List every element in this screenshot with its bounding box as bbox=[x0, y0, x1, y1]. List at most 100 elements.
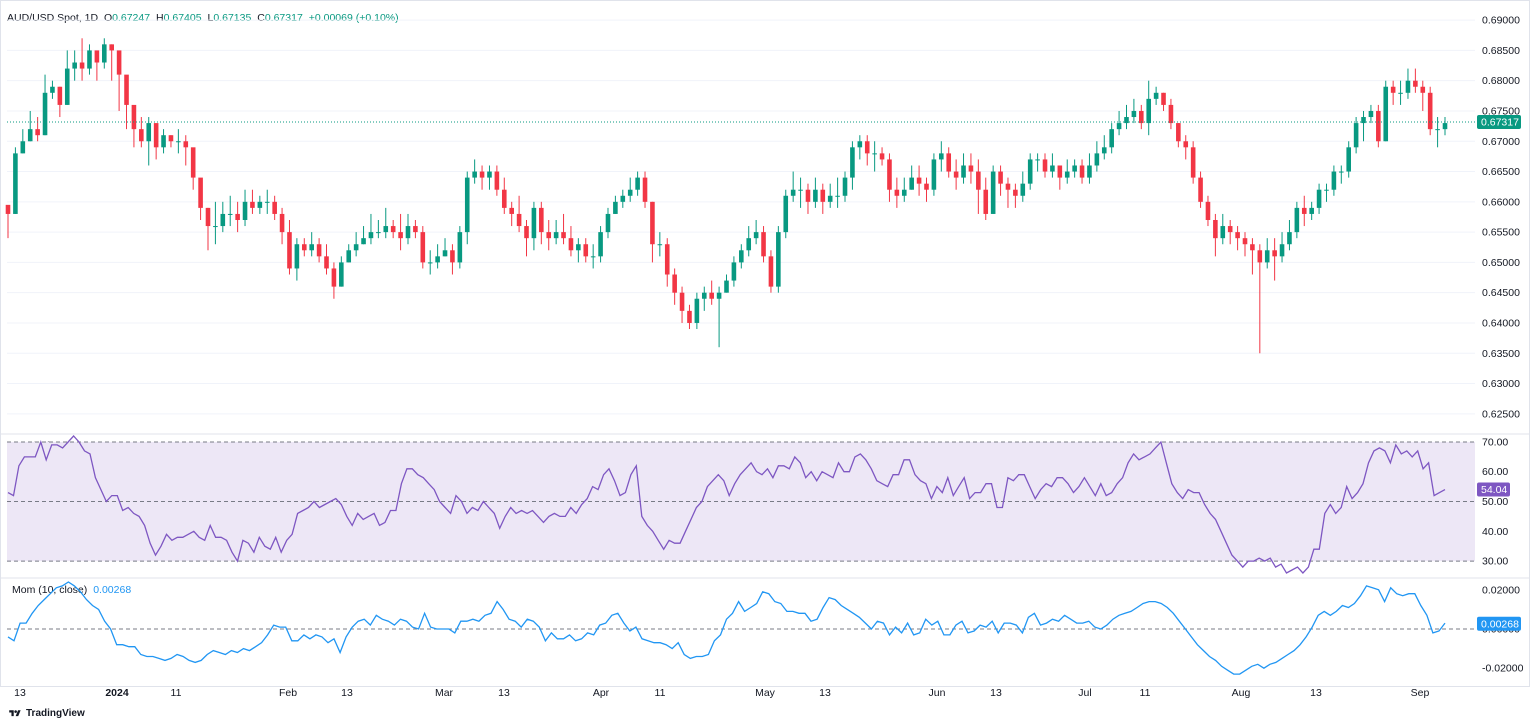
close-label: C bbox=[257, 12, 265, 24]
candle-body bbox=[1079, 165, 1085, 178]
candle-body bbox=[1390, 86, 1396, 93]
candle-body bbox=[131, 104, 137, 130]
candle-body bbox=[894, 189, 900, 196]
candle-body bbox=[1064, 171, 1070, 178]
candle-body bbox=[1346, 147, 1352, 172]
x-axis-tick: 13 bbox=[1310, 687, 1322, 699]
candle-body bbox=[1042, 159, 1048, 172]
candle-body bbox=[657, 244, 663, 246]
x-axis-tick: 11 bbox=[655, 687, 666, 699]
candle-body bbox=[650, 201, 655, 245]
candle-body bbox=[1153, 92, 1159, 99]
candle-body bbox=[768, 256, 774, 287]
candle-body bbox=[301, 244, 307, 251]
rsi-axis-tick: 70.00 bbox=[1482, 436, 1508, 448]
candle-body bbox=[64, 68, 70, 105]
candle-body bbox=[390, 226, 396, 233]
candle-body bbox=[346, 250, 352, 263]
candle-body bbox=[1242, 238, 1248, 245]
x-axis-tick: Jun bbox=[929, 687, 946, 699]
candle-body bbox=[798, 189, 803, 191]
last-price-badge bbox=[1477, 115, 1521, 130]
candle-body bbox=[1324, 189, 1329, 191]
candle-body bbox=[353, 244, 359, 251]
candle-body bbox=[1398, 92, 1403, 94]
candle-body bbox=[850, 147, 855, 178]
x-axis-tick: Sep bbox=[1411, 687, 1430, 699]
candle-body bbox=[368, 232, 374, 239]
candle-body bbox=[1405, 80, 1411, 93]
candle-body bbox=[827, 195, 833, 202]
rsi-value-label: 54.04 bbox=[1481, 484, 1507, 496]
candle-body bbox=[279, 213, 285, 233]
candle-body bbox=[479, 171, 485, 178]
candle-body bbox=[146, 123, 152, 142]
candle-body bbox=[598, 232, 603, 257]
candle-body bbox=[316, 244, 322, 257]
price-axis-tick: 0.65000 bbox=[1482, 257, 1520, 269]
candle-body bbox=[842, 177, 848, 196]
candle-body bbox=[1168, 104, 1174, 124]
candle-body bbox=[1205, 201, 1211, 220]
candle-body bbox=[1427, 92, 1433, 130]
candle-body bbox=[235, 213, 240, 220]
candle-body bbox=[1027, 159, 1033, 184]
candle-body bbox=[124, 74, 129, 105]
candle-body bbox=[339, 262, 344, 287]
high-value: 0.67405 bbox=[163, 12, 202, 24]
rsi-axis-tick: 60.00 bbox=[1482, 466, 1508, 478]
candle-body bbox=[1109, 129, 1114, 148]
candle-body bbox=[1005, 183, 1011, 190]
candle-body bbox=[1420, 86, 1426, 93]
candle-body bbox=[5, 204, 11, 214]
x-axis-tick: 13 bbox=[819, 687, 831, 699]
candle-body bbox=[1353, 123, 1359, 148]
mom-line bbox=[7, 581, 1446, 675]
x-axis-tick: May bbox=[755, 687, 776, 699]
candle-body bbox=[1198, 177, 1203, 202]
x-axis-tick: 2024 bbox=[105, 687, 129, 699]
candle-body bbox=[1220, 226, 1226, 239]
candle-body bbox=[405, 226, 411, 239]
candle-body bbox=[561, 232, 566, 239]
candle-body bbox=[701, 292, 707, 299]
x-axis-tick: 13 bbox=[498, 687, 510, 699]
change-value: +0.00069 (+0.10%) bbox=[308, 12, 399, 24]
candle-body bbox=[546, 232, 552, 239]
candle-body bbox=[420, 232, 426, 263]
candle-body bbox=[205, 207, 211, 227]
candle-body bbox=[1368, 110, 1374, 118]
candle-body bbox=[990, 171, 996, 214]
candle-body bbox=[472, 171, 477, 178]
candle-body bbox=[1257, 250, 1263, 263]
candle-body bbox=[57, 86, 63, 105]
candle-body bbox=[864, 141, 870, 154]
candle-body bbox=[553, 232, 559, 239]
price-axis-tick: 0.65500 bbox=[1482, 227, 1520, 239]
candle-body bbox=[1376, 110, 1381, 142]
mom-value-label: 0.00268 bbox=[1481, 618, 1519, 630]
candle-body bbox=[946, 153, 952, 172]
candle-body bbox=[813, 189, 818, 202]
low-label: L bbox=[207, 12, 214, 24]
candle-body bbox=[287, 232, 292, 269]
mom-value: 0.00268 bbox=[93, 584, 132, 596]
candle-body bbox=[257, 201, 263, 208]
candle-body bbox=[716, 292, 722, 299]
rsi-axis-tick: 40.00 bbox=[1482, 526, 1508, 538]
candle-body bbox=[924, 183, 929, 190]
candle-body bbox=[1183, 141, 1189, 148]
candle-body bbox=[494, 171, 500, 190]
candle-body bbox=[87, 50, 92, 69]
mom-label: Mom (10, close) bbox=[12, 584, 88, 596]
x-axis-tick: 11 bbox=[171, 687, 182, 699]
candle-body bbox=[1124, 117, 1129, 124]
candle-body bbox=[983, 189, 989, 214]
open-label: O bbox=[103, 12, 113, 24]
footer-brand[interactable]: TradingView bbox=[8, 708, 85, 719]
candle-body bbox=[961, 165, 966, 178]
mom-legend: Mom (10, close) 0.00268 bbox=[12, 584, 134, 596]
high-label: H bbox=[156, 12, 164, 24]
candle-body bbox=[672, 274, 677, 293]
